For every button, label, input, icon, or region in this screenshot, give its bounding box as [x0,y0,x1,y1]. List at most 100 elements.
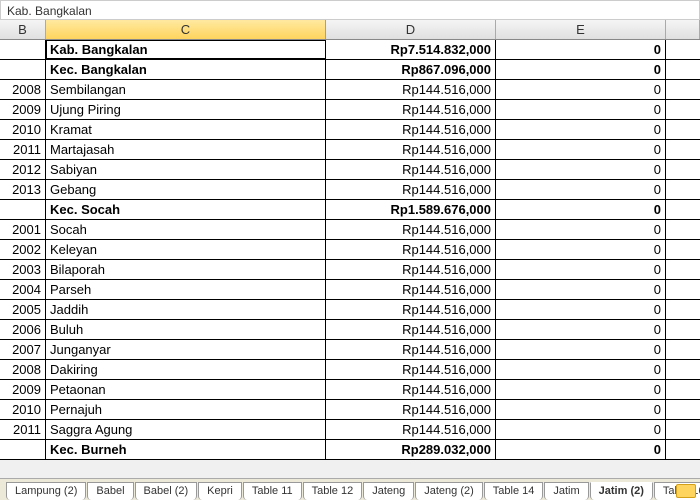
cell-b[interactable]: 2007 [0,340,46,359]
cell-f[interactable] [666,160,700,179]
sheet-tab[interactable]: Table 12 [303,482,363,500]
sheet-tab[interactable]: Jatim [544,482,588,500]
cell-f[interactable] [666,180,700,199]
cell-e[interactable]: 0 [496,60,666,79]
cell-d[interactable]: Rp144.516,000 [326,80,496,99]
cell-b[interactable]: 2010 [0,120,46,139]
cell-b[interactable]: 2010 [0,400,46,419]
cell-d[interactable]: Rp144.516,000 [326,420,496,439]
cell-d[interactable]: Rp144.516,000 [326,220,496,239]
cell-f[interactable] [666,100,700,119]
cell-c[interactable]: Ujung Piring [46,100,326,119]
cell-f[interactable] [666,80,700,99]
col-header-f[interactable] [666,20,700,39]
cell-f[interactable] [666,300,700,319]
cell-c[interactable]: Sembilangan [46,80,326,99]
cell-c[interactable]: Socah [46,220,326,239]
cell-e[interactable]: 0 [496,260,666,279]
sheet-tab[interactable]: Table 11 [243,482,302,500]
cell-e[interactable]: 0 [496,180,666,199]
cell-b[interactable] [0,200,46,219]
sheet-tab[interactable]: Jatim (2) [590,482,653,500]
cell-e[interactable]: 0 [496,420,666,439]
cell-d[interactable]: Rp867.096,000 [326,60,496,79]
cell-f[interactable] [666,340,700,359]
sheet-tab[interactable]: Kepri [198,482,242,500]
cell-b[interactable]: 2008 [0,360,46,379]
cell-c[interactable]: Martajasah [46,140,326,159]
cell-b[interactable]: 2003 [0,260,46,279]
cell-d[interactable]: Rp144.516,000 [326,300,496,319]
sheet-tab[interactable]: Jateng (2) [415,482,483,500]
cell-c[interactable]: Gebang [46,180,326,199]
cell-f[interactable] [666,240,700,259]
cell-c[interactable]: Buluh [46,320,326,339]
cell-c[interactable]: Kec. Bangkalan [46,60,326,79]
cell-d[interactable]: Rp144.516,000 [326,120,496,139]
cell-b[interactable]: 2009 [0,380,46,399]
sheet-tab[interactable]: Lampung (2) [6,482,86,500]
cell-d[interactable]: Rp144.516,000 [326,400,496,419]
cell-b[interactable]: 2006 [0,320,46,339]
cell-f[interactable] [666,400,700,419]
cell-d[interactable]: Rp144.516,000 [326,180,496,199]
cell-b[interactable]: 2008 [0,80,46,99]
sheet-tab[interactable]: Jateng [363,482,414,500]
cell-b[interactable]: 2011 [0,420,46,439]
cell-e[interactable]: 0 [496,300,666,319]
cell-b[interactable]: 2004 [0,280,46,299]
cell-c[interactable]: Sabiyan [46,160,326,179]
cell-d[interactable]: Rp7.514.832,000 [326,40,496,59]
cell-f[interactable] [666,60,700,79]
cell-b[interactable]: 2013 [0,180,46,199]
formula-bar[interactable]: Kab. Bangkalan [0,0,700,20]
cell-c[interactable]: Kec. Burneh [46,440,326,459]
cell-b[interactable]: 2005 [0,300,46,319]
cell-d[interactable]: Rp144.516,000 [326,140,496,159]
cell-e[interactable]: 0 [496,240,666,259]
cell-c[interactable]: Bilaporah [46,260,326,279]
cell-c[interactable]: Jaddih [46,300,326,319]
cell-e[interactable]: 0 [496,220,666,239]
cell-c[interactable]: Parseh [46,280,326,299]
cell-d[interactable]: Rp144.516,000 [326,240,496,259]
cell-c[interactable]: Saggra Agung [46,420,326,439]
cell-f[interactable] [666,40,700,59]
cell-b[interactable] [0,440,46,459]
cell-f[interactable] [666,280,700,299]
cell-f[interactable] [666,320,700,339]
cell-e[interactable]: 0 [496,140,666,159]
cell-f[interactable] [666,420,700,439]
cell-c[interactable]: Dakiring [46,360,326,379]
cell-d[interactable]: Rp144.516,000 [326,280,496,299]
cell-c[interactable]: Kec. Socah [46,200,326,219]
cell-d[interactable]: Rp1.589.676,000 [326,200,496,219]
cell-f[interactable] [666,200,700,219]
col-header-b[interactable]: B [0,20,46,39]
cell-d[interactable]: Rp289.032,000 [326,440,496,459]
cell-e[interactable]: 0 [496,400,666,419]
cell-e[interactable]: 0 [496,200,666,219]
cell-b[interactable]: 2001 [0,220,46,239]
cell-e[interactable]: 0 [496,380,666,399]
cell-e[interactable]: 0 [496,160,666,179]
col-header-d[interactable]: D [326,20,496,39]
sheet-tab[interactable]: Table 14 [484,482,544,500]
cell-e[interactable]: 0 [496,120,666,139]
cell-d[interactable]: Rp144.516,000 [326,380,496,399]
cell-b[interactable]: 2009 [0,100,46,119]
cell-f[interactable] [666,120,700,139]
sheet-tab[interactable]: Babel [87,482,133,500]
cell-e[interactable]: 0 [496,40,666,59]
cell-f[interactable] [666,220,700,239]
cell-e[interactable]: 0 [496,100,666,119]
spreadsheet-grid[interactable]: Kab. BangkalanRp7.514.832,0000Kec. Bangk… [0,40,700,478]
cell-c[interactable]: Pernajuh [46,400,326,419]
cell-d[interactable]: Rp144.516,000 [326,260,496,279]
cell-b[interactable]: 2011 [0,140,46,159]
cell-d[interactable]: Rp144.516,000 [326,340,496,359]
cell-d[interactable]: Rp144.516,000 [326,160,496,179]
cell-d[interactable]: Rp144.516,000 [326,100,496,119]
cell-b[interactable] [0,40,46,59]
cell-c[interactable]: Kramat [46,120,326,139]
